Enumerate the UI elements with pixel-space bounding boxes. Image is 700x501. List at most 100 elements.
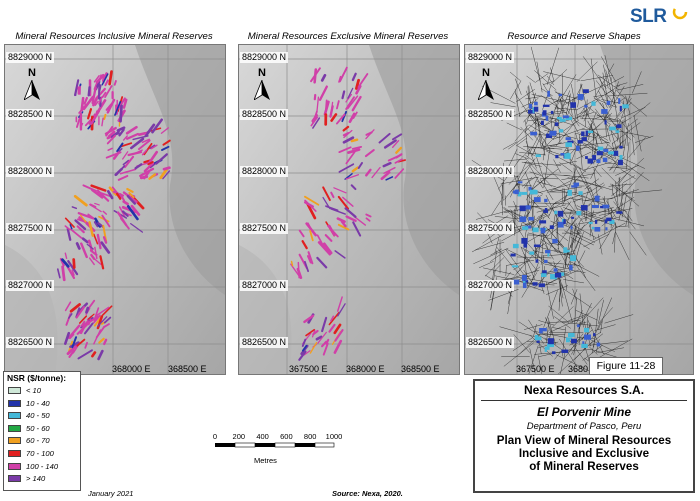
reserve-shape bbox=[604, 120, 607, 125]
ore-body-segment bbox=[335, 113, 346, 125]
ore-body-segment bbox=[93, 329, 102, 345]
legend-swatch bbox=[8, 412, 21, 420]
drill-trace bbox=[553, 159, 561, 173]
scale-unit: Metres bbox=[254, 456, 277, 465]
drill-trace bbox=[621, 107, 646, 118]
drill-trace bbox=[515, 153, 529, 160]
drill-trace bbox=[620, 169, 636, 180]
ore-body-segment bbox=[67, 260, 79, 276]
reserve-shape bbox=[552, 238, 558, 244]
drill-trace bbox=[595, 321, 601, 333]
ore-body-segment bbox=[75, 307, 81, 319]
drill-trace bbox=[610, 76, 615, 104]
drill-trace bbox=[615, 176, 621, 198]
drill-trace bbox=[550, 116, 553, 132]
ore-body-segment bbox=[365, 217, 371, 222]
drill-trace bbox=[554, 351, 561, 360]
ore-body-segment bbox=[88, 221, 94, 237]
drill-trace bbox=[493, 264, 501, 273]
ore-body-segment bbox=[317, 331, 327, 344]
drill-trace bbox=[580, 83, 589, 117]
drill-trace bbox=[528, 164, 544, 189]
reserve-shape bbox=[562, 115, 569, 119]
drill-trace bbox=[532, 184, 571, 195]
drill-trace bbox=[623, 209, 633, 222]
drill-trace bbox=[554, 124, 579, 146]
drill-trace bbox=[557, 351, 583, 374]
drill-trace bbox=[570, 329, 593, 349]
ore-body-segment bbox=[96, 233, 102, 250]
legend-swatch bbox=[8, 399, 21, 407]
drill-trace bbox=[535, 112, 567, 117]
drill-trace bbox=[526, 111, 554, 133]
ore-body-segment bbox=[98, 84, 102, 93]
drill-trace bbox=[471, 233, 506, 253]
ore-body-segment bbox=[290, 260, 294, 267]
reserve-shape bbox=[605, 227, 608, 231]
ore-body-segment bbox=[307, 251, 314, 265]
ore-body-segment bbox=[80, 242, 88, 259]
logo-mark-icon bbox=[672, 4, 688, 20]
ore-body-segment bbox=[342, 136, 355, 144]
legend-title: NSR ($/tonne): bbox=[7, 373, 67, 383]
drill-trace bbox=[564, 95, 579, 106]
drill-trace bbox=[548, 320, 581, 323]
ore-body-segment bbox=[330, 113, 338, 122]
ore-body-segment bbox=[353, 215, 367, 226]
ore-body-segment bbox=[61, 265, 66, 282]
drill-trace bbox=[559, 162, 573, 173]
drill-trace bbox=[541, 253, 575, 257]
drill-trace bbox=[523, 269, 535, 287]
legend-label: 50 - 60 bbox=[26, 423, 50, 433]
north-label: N bbox=[482, 67, 490, 79]
drill-trace bbox=[581, 134, 600, 151]
drill-trace bbox=[524, 162, 542, 167]
northing-label: 8827500 N bbox=[6, 223, 55, 234]
drill-trace bbox=[598, 132, 618, 139]
drill-trace bbox=[521, 176, 536, 187]
figure-label: Figure 11-28 bbox=[589, 357, 663, 375]
ore-body-segment bbox=[333, 339, 343, 354]
north-label: N bbox=[258, 67, 266, 79]
ore-body-segment bbox=[365, 213, 372, 218]
drill-trace bbox=[632, 71, 642, 94]
reserve-shape bbox=[584, 104, 588, 108]
drill-trace bbox=[607, 120, 624, 123]
ore-body-segment bbox=[63, 331, 71, 345]
drill-trace bbox=[503, 342, 534, 367]
drill-trace bbox=[563, 333, 584, 360]
ore-body-segment bbox=[107, 130, 116, 138]
ore-body-segment bbox=[355, 78, 360, 90]
ore-body-segment bbox=[113, 80, 117, 86]
drill-trace bbox=[547, 317, 556, 345]
easting-label: 368500 E bbox=[168, 364, 207, 374]
title-block: Nexa Resources S.A. El Porvenir Mine Dep… bbox=[473, 379, 695, 493]
drill-trace bbox=[532, 250, 545, 254]
ore-body-segment bbox=[112, 151, 120, 160]
northing-label: 8826500 N bbox=[466, 337, 515, 348]
ore-body-segment bbox=[102, 236, 108, 244]
ore-body-segment bbox=[64, 217, 75, 228]
reserve-shape bbox=[585, 130, 588, 137]
drill-trace bbox=[536, 181, 556, 187]
ore-body-segment bbox=[327, 224, 339, 238]
ore-body-segment bbox=[100, 241, 111, 254]
drill-trace bbox=[604, 55, 612, 82]
reserve-shape bbox=[547, 338, 554, 345]
reserve-shape bbox=[523, 280, 529, 283]
ore-body-segment bbox=[348, 112, 356, 124]
reserve-shape bbox=[542, 104, 550, 107]
ore-body-segment bbox=[116, 126, 126, 132]
ore-body-segment bbox=[104, 126, 117, 135]
drill-trace bbox=[610, 156, 619, 168]
reserve-shape bbox=[619, 154, 623, 160]
drill-trace bbox=[535, 243, 547, 249]
reserve-shape bbox=[542, 110, 547, 116]
drill-trace bbox=[600, 320, 603, 333]
drill-trace bbox=[630, 125, 635, 156]
ore-body-segment bbox=[383, 166, 396, 174]
reserve-shape bbox=[581, 131, 585, 137]
ore-body-segment bbox=[122, 210, 129, 217]
drill-trace bbox=[483, 267, 515, 275]
drill-trace bbox=[523, 176, 533, 189]
